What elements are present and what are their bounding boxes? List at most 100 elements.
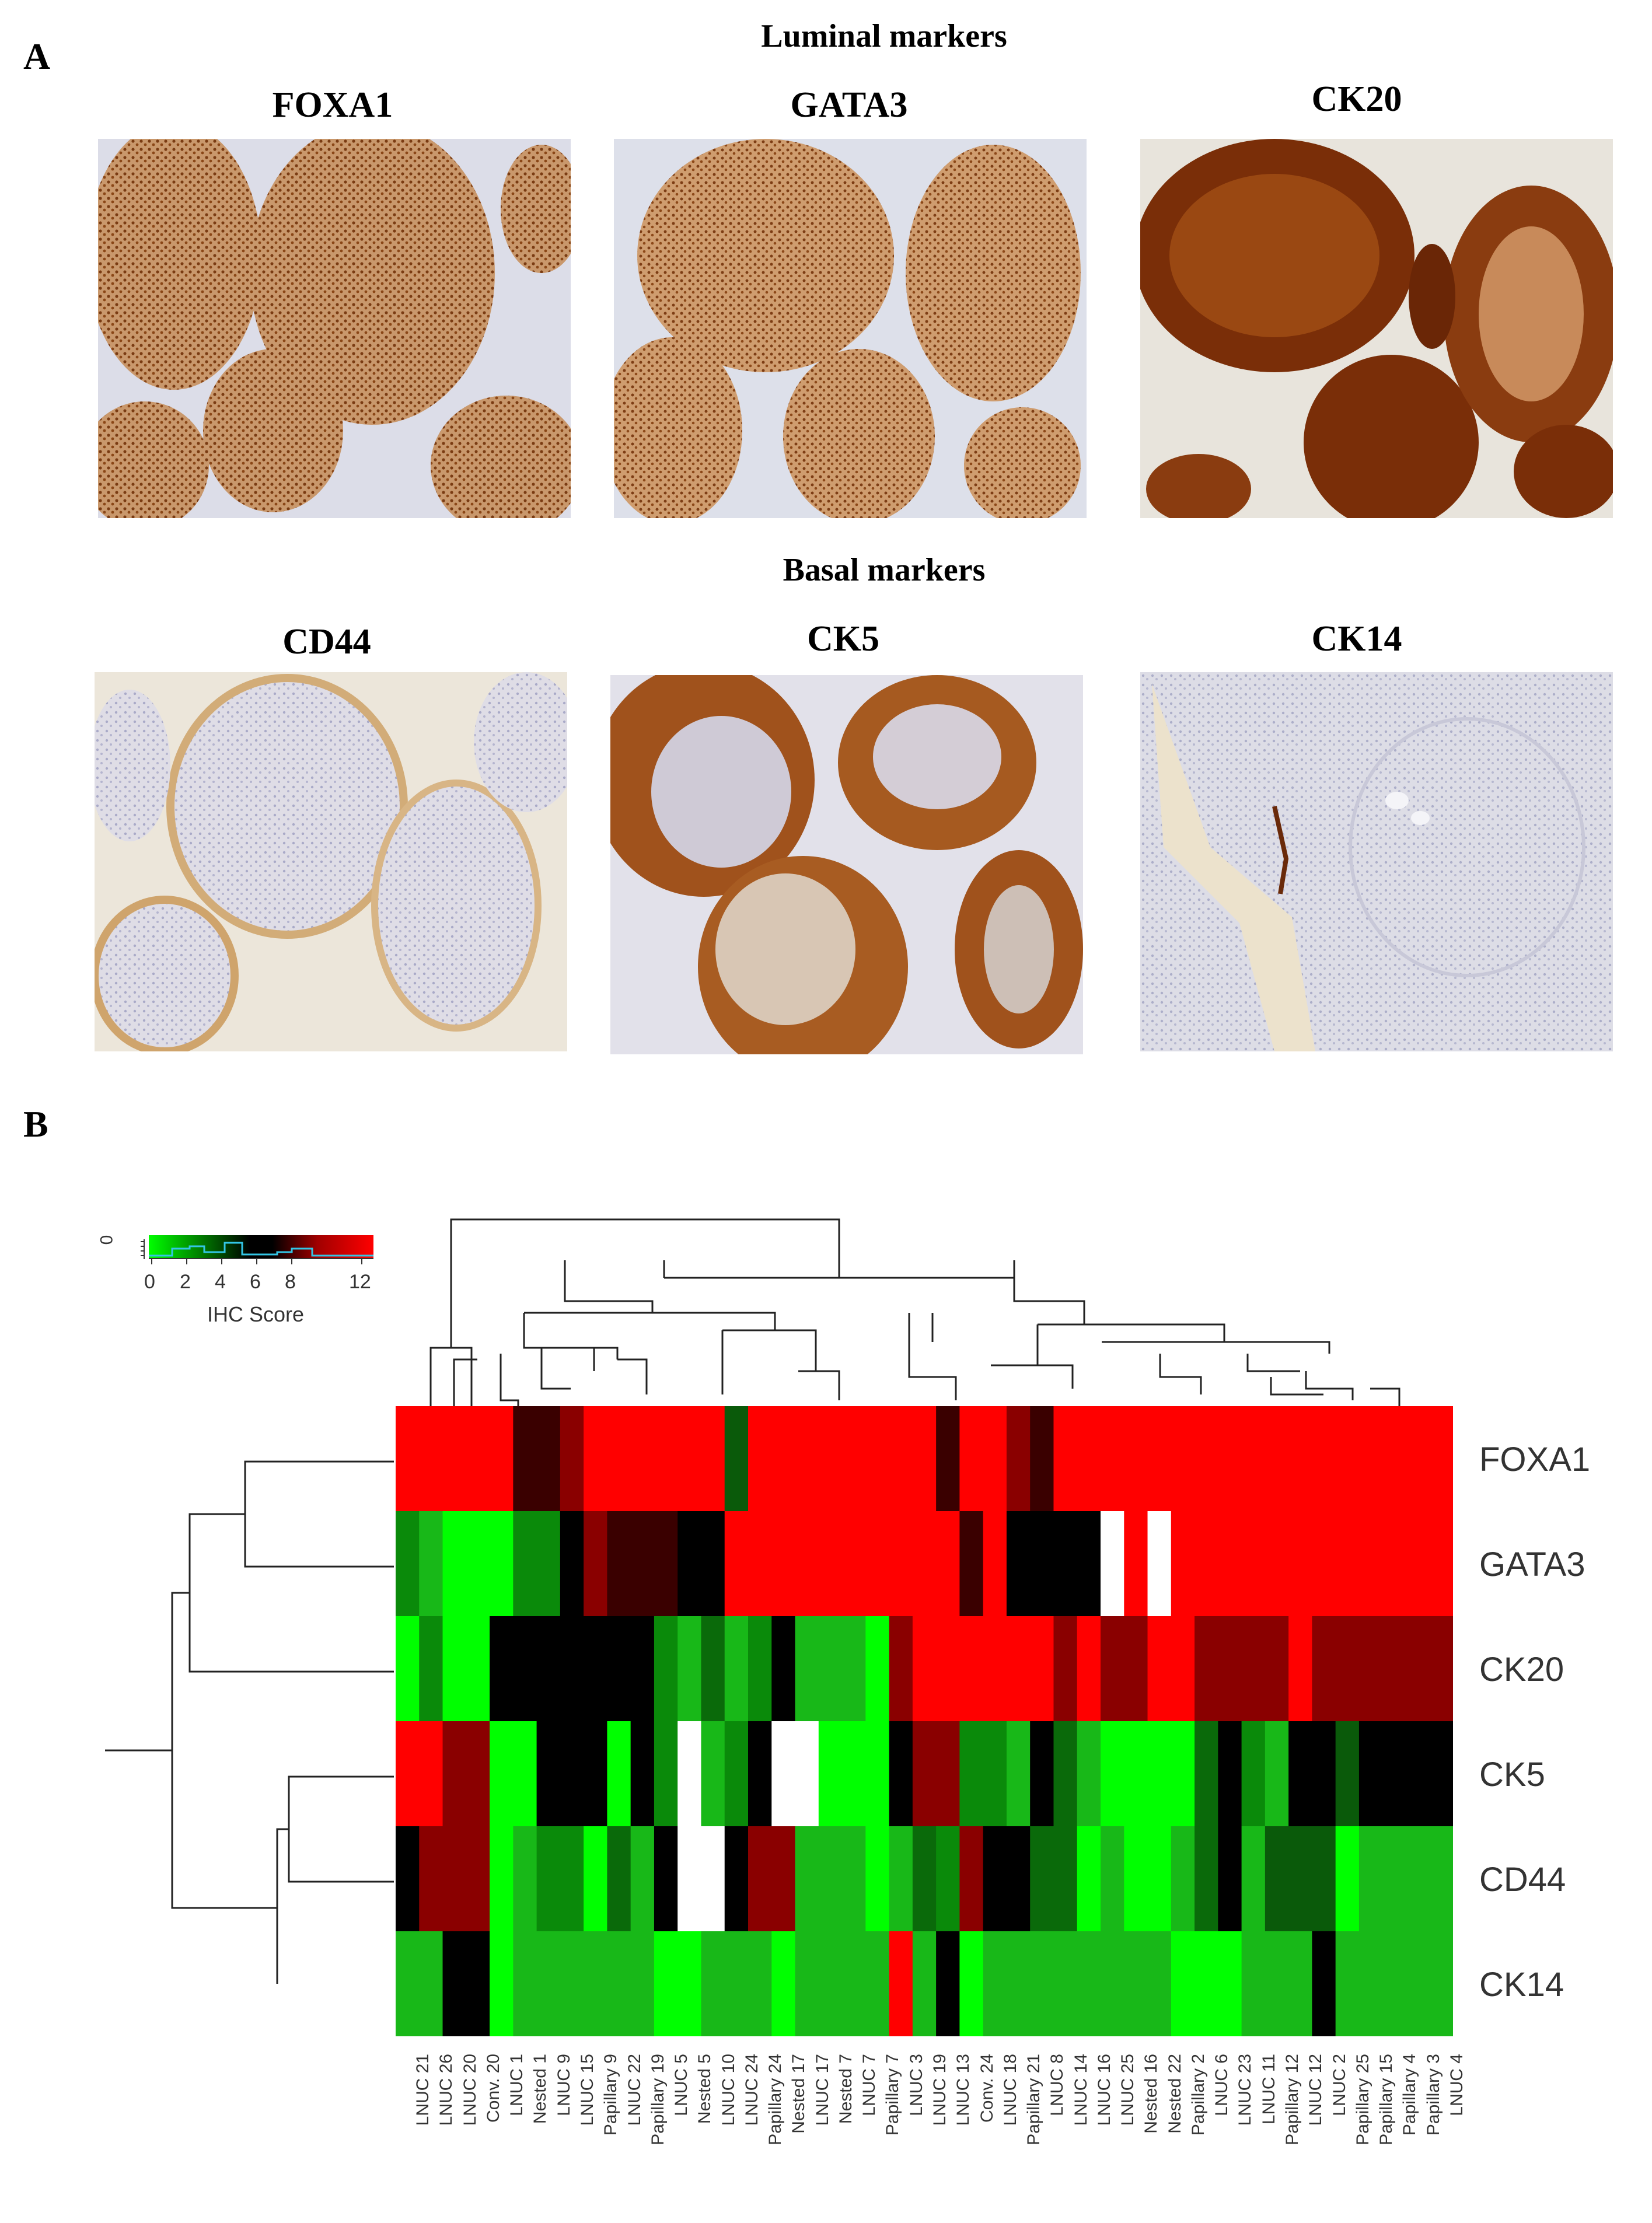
heatmap-cell: [560, 1511, 584, 1617]
heatmap-cell: [983, 1511, 1007, 1617]
heatmap-cell: [1312, 1511, 1336, 1617]
heatmap-cell: [701, 1511, 725, 1617]
legend-tick-12: 12: [349, 1271, 371, 1293]
heatmap-cell: [1382, 1511, 1407, 1617]
panel-b-label: B: [23, 1103, 48, 1145]
heatmap-cell: [584, 1826, 607, 1932]
basal-section-title: Basal markers: [783, 552, 986, 588]
heatmap-cell: [513, 1721, 537, 1827]
heatmap-cell: [1429, 1406, 1454, 1512]
heatmap-cell: [1429, 1826, 1454, 1932]
heatmap-cell: [1288, 1931, 1312, 2037]
heatmap-cell: [795, 1616, 819, 1722]
heatmap-cell: [1265, 1511, 1289, 1617]
heatmap-cell: [607, 1406, 631, 1512]
heatmap-cell: [1312, 1406, 1336, 1512]
heatmap-cell: [442, 1721, 467, 1827]
heatmap-cell: [1171, 1721, 1195, 1827]
heatmap-cell: [1382, 1826, 1407, 1932]
heatmap-cell: [607, 1511, 631, 1617]
heatmap-cell: [1358, 1511, 1383, 1617]
heatmap-cell: [1195, 1616, 1218, 1722]
marker-title-ck5: CK5: [807, 619, 879, 659]
heatmap-cell: [1241, 1511, 1266, 1617]
column-label: LNUC 10: [718, 2054, 738, 2126]
heatmap-cell: [1265, 1826, 1289, 1932]
heatmap-cell: [1382, 1721, 1407, 1827]
heatmap-cell: [1358, 1931, 1383, 2037]
heatmap-cell: [607, 1826, 631, 1932]
heatmap-cell: [1358, 1721, 1383, 1827]
heatmap-cell: [419, 1406, 443, 1512]
row-label-ck5: CK5: [1479, 1756, 1545, 1794]
heatmap-cell: [912, 1721, 937, 1827]
heatmap-cell: [630, 1406, 655, 1512]
heatmap-cell: [889, 1721, 913, 1827]
heatmap-cell: [1195, 1721, 1218, 1827]
heatmap-cell: [630, 1511, 655, 1617]
heatmap-cell: [724, 1616, 749, 1722]
heatmap-cell: [1101, 1616, 1124, 1722]
heatmap-cell: [1195, 1406, 1218, 1512]
column-label: LNUC 21: [413, 2054, 433, 2126]
heatmap-cell: [1101, 1406, 1124, 1512]
heatmap-cell: [936, 1406, 960, 1512]
heatmap-cell: [677, 1721, 702, 1827]
heatmap-cell: [1288, 1406, 1312, 1512]
legend-title: IHC Score: [207, 1302, 305, 1326]
heatmap-cell: [654, 1931, 678, 2037]
heatmap-cell: [1406, 1826, 1430, 1932]
heatmap-cell: [1030, 1616, 1054, 1722]
heatmap-cell: [1006, 1406, 1031, 1512]
heatmap-cell: [1358, 1616, 1383, 1722]
heatmap-cell: [1147, 1616, 1172, 1722]
heatmap-cell: [1265, 1616, 1289, 1722]
micrograph-ck5: [610, 675, 1083, 1054]
micrograph-foxa1: [98, 139, 571, 518]
heatmap-cell: [584, 1616, 607, 1722]
heatmap-cell: [1171, 1406, 1195, 1512]
heatmap-cell: [1006, 1931, 1031, 2037]
heatmap-cell: [865, 1931, 890, 2037]
heatmap-cell: [560, 1616, 584, 1722]
heatmap-cell: [724, 1406, 749, 1512]
column-label: LNUC 4: [1447, 2054, 1466, 2116]
heatmap-cell: [560, 1721, 584, 1827]
row-dendrogram: [102, 1400, 394, 1988]
column-label: LNUC 12: [1306, 2054, 1326, 2126]
heatmap-cell: [1265, 1406, 1289, 1512]
heatmap-cell: [584, 1406, 607, 1512]
heatmap-cell: [536, 1406, 561, 1512]
heatmap-cell: [1147, 1931, 1172, 2037]
heatmap-cell: [1335, 1616, 1360, 1722]
heatmap-cell: [536, 1826, 561, 1932]
heatmap-cell: [912, 1826, 937, 1932]
column-label: LNUC 19: [930, 2054, 949, 2126]
legend-tick-4: 4: [215, 1271, 226, 1293]
heatmap-cell: [419, 1826, 443, 1932]
density-trace: [149, 1242, 373, 1257]
heatmap-cell: [1358, 1826, 1383, 1932]
heatmap-cell: [842, 1511, 866, 1617]
heatmap-cell: [959, 1406, 984, 1512]
heatmap-cell: [795, 1511, 819, 1617]
column-label: LNUC 13: [954, 2054, 973, 2126]
heatmap-cell: [1406, 1616, 1430, 1722]
column-label: LNUC 9: [554, 2054, 574, 2116]
heatmap-cell: [396, 1616, 420, 1722]
column-label: LNUC 17: [812, 2054, 832, 2126]
heatmap-cell: [1358, 1406, 1383, 1512]
column-label: Papillary 3: [1423, 2054, 1443, 2136]
heatmap-cell: [865, 1616, 890, 1722]
heatmap-cell: [677, 1616, 702, 1722]
heatmap-cell: [983, 1826, 1007, 1932]
heatmap-cell: [936, 1616, 960, 1722]
marker-title-ck20: CK20: [1311, 79, 1402, 119]
heatmap-cell: [912, 1616, 937, 1722]
heatmap-cell: [607, 1721, 631, 1827]
heatmap-cell: [1288, 1616, 1312, 1722]
heatmap-cell: [677, 1406, 702, 1512]
heatmap-cell: [536, 1721, 561, 1827]
heatmap-cell: [654, 1406, 678, 1512]
micrograph-cd44: [95, 672, 567, 1051]
